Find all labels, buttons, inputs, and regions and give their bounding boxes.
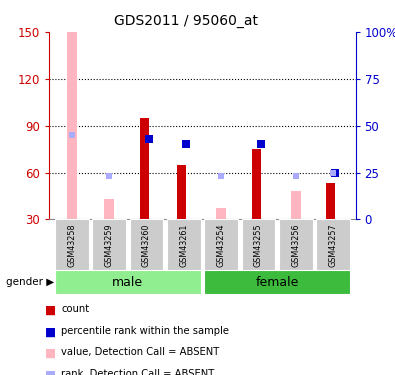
Text: female: female — [256, 276, 299, 289]
Text: GDS2011 / 95060_at: GDS2011 / 95060_at — [114, 14, 258, 28]
Text: rank, Detection Call = ABSENT: rank, Detection Call = ABSENT — [61, 369, 214, 375]
Bar — [167, 219, 201, 270]
Bar — [177, 165, 186, 219]
Bar — [92, 219, 126, 270]
Bar — [66, 32, 77, 219]
Text: GSM43260: GSM43260 — [142, 224, 151, 267]
Bar — [204, 219, 238, 270]
Bar — [104, 199, 114, 219]
Text: GSM43256: GSM43256 — [291, 224, 300, 267]
Text: gender ▶: gender ▶ — [6, 277, 54, 287]
Text: value, Detection Call = ABSENT: value, Detection Call = ABSENT — [61, 347, 220, 357]
Bar — [326, 183, 335, 219]
Bar — [316, 219, 350, 270]
Text: percentile rank within the sample: percentile rank within the sample — [61, 326, 229, 336]
Text: count: count — [61, 304, 89, 314]
Text: ■: ■ — [45, 369, 56, 375]
Bar — [242, 219, 275, 270]
Text: GSM43258: GSM43258 — [67, 224, 76, 267]
Text: ■: ■ — [45, 326, 56, 339]
Bar — [252, 149, 261, 219]
Bar — [55, 219, 88, 270]
Bar — [291, 191, 301, 219]
Text: GSM43254: GSM43254 — [216, 224, 226, 267]
Bar — [216, 209, 226, 219]
Text: GSM43255: GSM43255 — [254, 224, 263, 267]
Text: GSM43257: GSM43257 — [329, 224, 338, 267]
Text: GSM43261: GSM43261 — [179, 224, 188, 267]
Text: male: male — [112, 276, 143, 289]
Text: GSM43259: GSM43259 — [105, 224, 114, 267]
Text: ■: ■ — [45, 347, 56, 360]
Bar — [140, 118, 149, 219]
Bar — [204, 270, 350, 294]
Bar — [279, 219, 312, 270]
Bar — [55, 270, 201, 294]
Bar — [130, 219, 163, 270]
Text: ■: ■ — [45, 304, 56, 317]
